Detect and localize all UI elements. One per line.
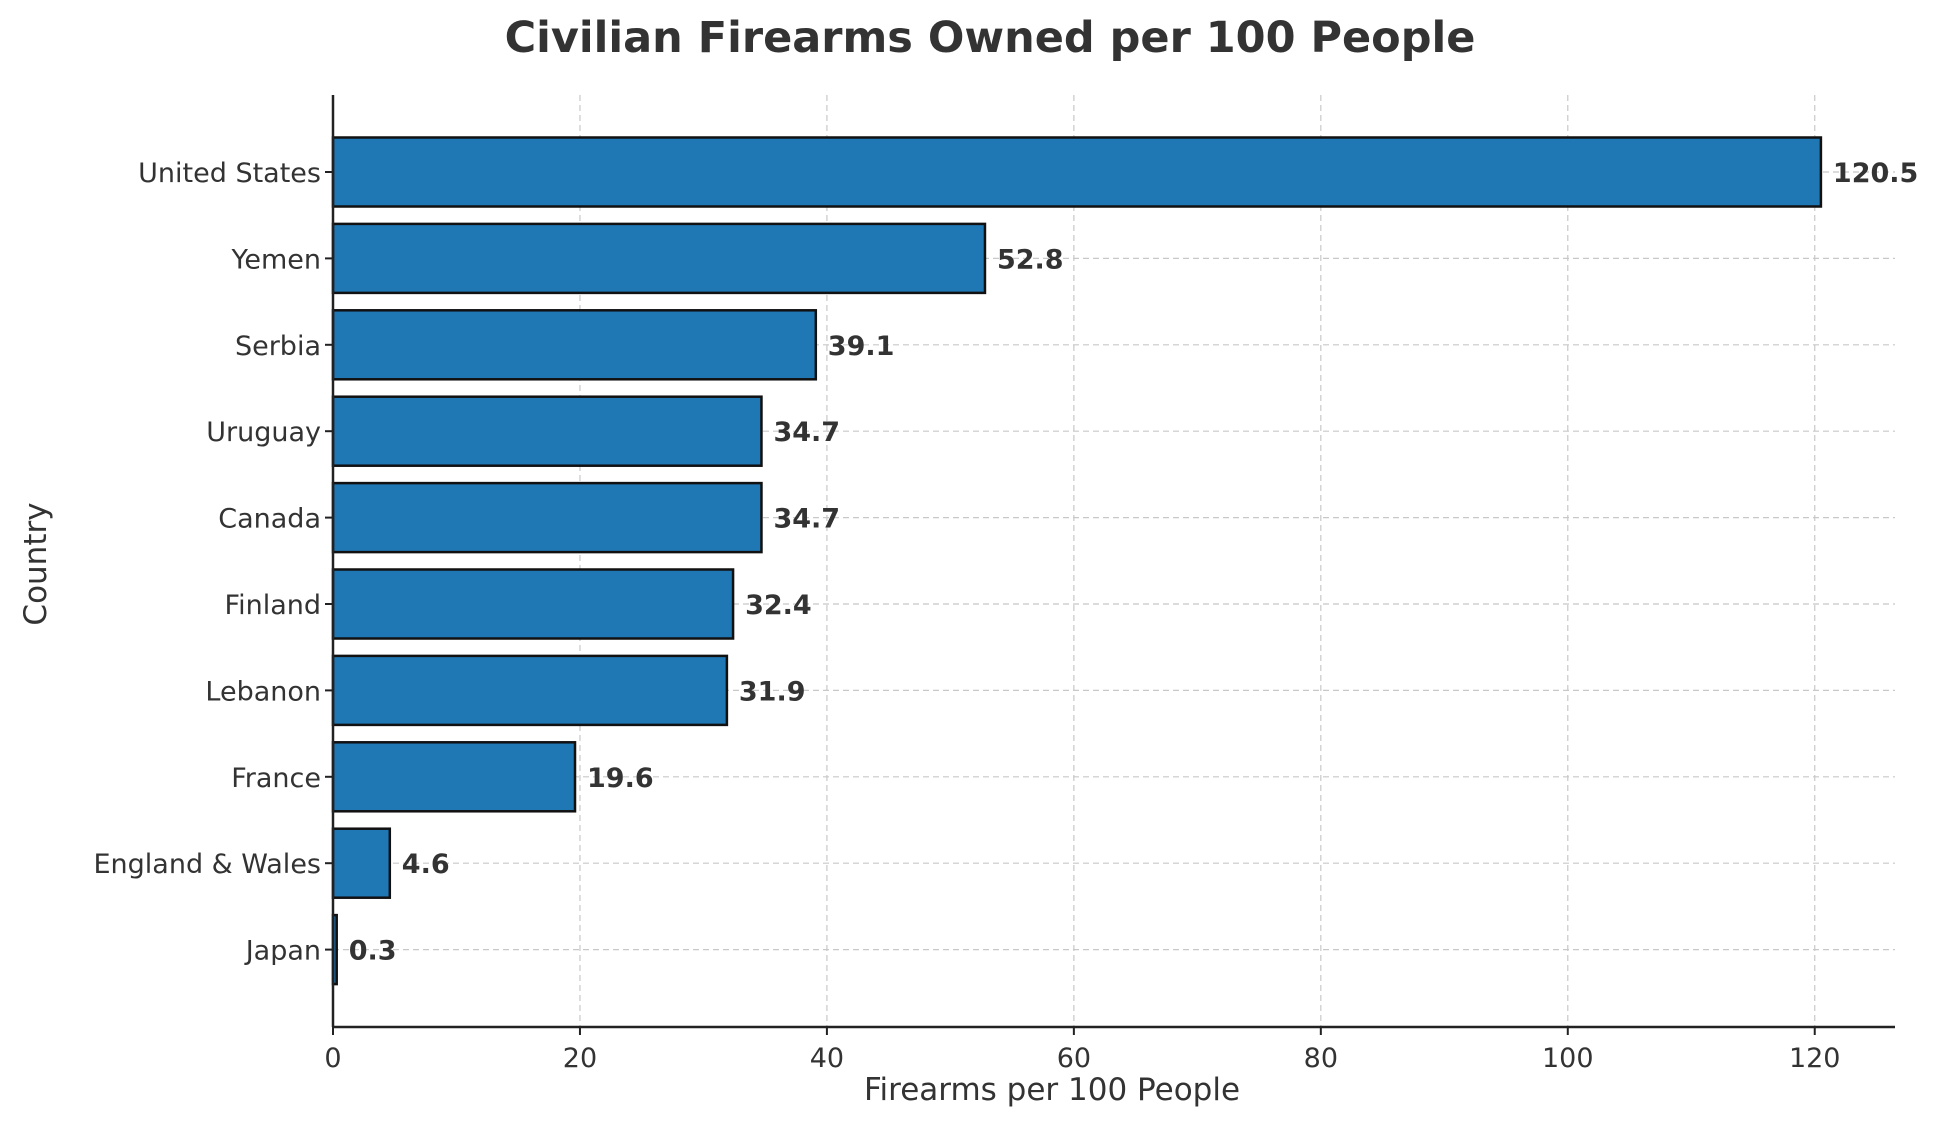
x-tick-label: 80	[1304, 1043, 1338, 1074]
bar-value-label: 31.9	[739, 676, 806, 707]
axes-layer	[325, 95, 1895, 1035]
bar-value-label: 34.7	[773, 417, 840, 448]
bar	[331, 222, 987, 295]
bar-value-label: 19.6	[587, 763, 654, 794]
y-tick-label: United States	[138, 158, 321, 189]
x-tick-label: 120	[1789, 1043, 1841, 1074]
y-tick-label: Yemen	[230, 244, 321, 275]
bars-layer	[331, 136, 1823, 986]
bar	[331, 827, 392, 899]
y-tick-label: Finland	[225, 590, 321, 621]
labels-layer: 0 20 40 60 80 100 120 120.5 United States 52.8 Yem…	[93, 158, 1918, 1074]
y-tick-label: Uruguay	[206, 417, 321, 448]
bar	[331, 136, 1823, 208]
x-tick-label: 60	[1057, 1043, 1091, 1074]
y-tick-label: Canada	[218, 504, 321, 535]
y-tick-label: England & Wales	[93, 849, 321, 880]
bar-value-label: 32.4	[745, 590, 812, 621]
y-tick-label: Japan	[244, 936, 321, 967]
x-tick-label: 0	[324, 1043, 341, 1074]
bar-value-label: 0.3	[349, 936, 397, 967]
bar	[331, 741, 577, 813]
bar	[331, 309, 818, 381]
bar	[331, 481, 763, 554]
bar	[331, 654, 729, 727]
bar-value-label: 39.1	[828, 331, 895, 362]
y-axis-label: Country	[18, 502, 54, 625]
x-axis-label: Firearms per 100 People	[864, 1072, 1240, 1108]
bar	[331, 395, 763, 467]
bar-value-label: 34.7	[773, 504, 840, 535]
y-tick-label: France	[231, 763, 321, 794]
x-tick-label: 40	[810, 1043, 844, 1074]
bar	[331, 568, 735, 640]
bar-value-label: 120.5	[1833, 158, 1918, 189]
bar-value-label: 52.8	[997, 244, 1064, 275]
chart-title: Civilian Firearms Owned per 100 People	[505, 13, 1476, 63]
bar-value-label: 4.6	[402, 849, 450, 880]
x-tick-label: 20	[563, 1043, 597, 1074]
x-tick-label: 100	[1542, 1043, 1594, 1074]
y-tick-label: Serbia	[235, 331, 321, 362]
y-tick-label: Lebanon	[205, 676, 321, 707]
